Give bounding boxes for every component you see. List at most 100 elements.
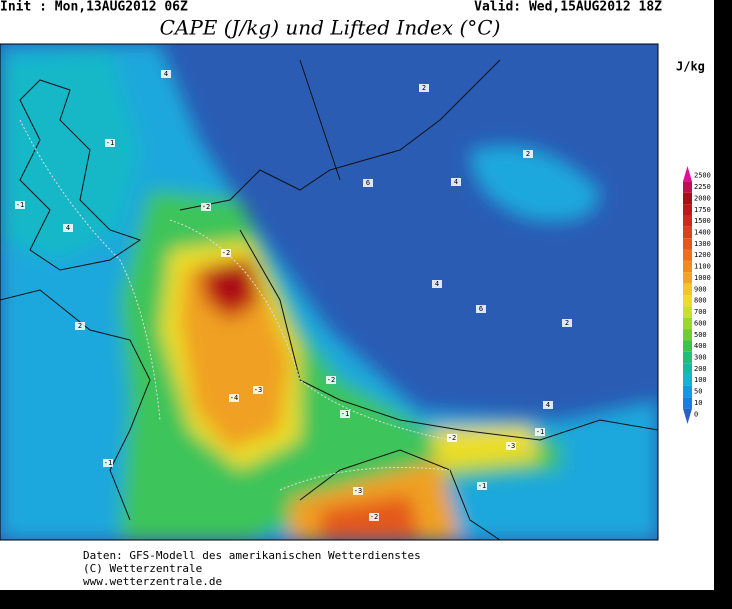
contour-label-box <box>543 401 553 409</box>
colorbar-cell <box>683 215 692 227</box>
contour-label-box <box>506 442 516 450</box>
contour-label-box <box>201 203 211 211</box>
colorbar-label: 700 <box>694 308 707 316</box>
contour-label-box <box>326 376 336 384</box>
contour-label-box <box>353 487 363 495</box>
contour-label: -4 <box>230 394 238 402</box>
colorbar-label: 1500 <box>694 217 711 225</box>
contour-label: -2 <box>222 249 230 257</box>
colorbar-label: 1750 <box>694 206 711 214</box>
contour-label: -1 <box>478 482 486 490</box>
contour-label-box <box>535 428 545 436</box>
colorbar-label: 200 <box>694 365 707 373</box>
contour-label: 2 <box>422 84 426 92</box>
contour-label-box <box>523 150 533 158</box>
contour-label: -2 <box>327 376 335 384</box>
colorbar: 2500225020001750150014001300120011001000… <box>683 166 711 424</box>
colorbar-label: 500 <box>694 331 707 339</box>
contour-label-box <box>476 305 486 313</box>
contour-label-box <box>103 459 113 467</box>
contour-label-box <box>340 410 350 418</box>
colorbar-label: 0 <box>694 410 698 418</box>
colorbar-cell <box>683 306 692 318</box>
contour-label-box <box>15 201 25 209</box>
map-frame <box>0 43 659 541</box>
contour-label-box <box>161 70 171 78</box>
lifted-index-contours <box>19 119 451 491</box>
colorbar-label: 10 <box>694 399 702 407</box>
colorbar-label: 2000 <box>694 194 711 202</box>
contour-label-box <box>363 179 373 187</box>
colorbar-cell <box>683 385 692 398</box>
colorbar-unit: J/kg <box>676 60 705 74</box>
contour-label: -1 <box>106 139 114 147</box>
colorbar-cell <box>683 226 692 239</box>
contour-label-box <box>432 280 442 288</box>
colorbar-cell <box>683 397 692 409</box>
colorbar-cell <box>683 408 692 424</box>
colorbar-cell <box>683 238 692 250</box>
contour-label: -3 <box>507 442 515 450</box>
contour-label: -3 <box>254 386 262 394</box>
contour-label-box <box>63 224 73 232</box>
contour-label: 6 <box>366 179 370 187</box>
colorbar-cell <box>683 374 692 386</box>
colorbar-label: 2250 <box>694 183 711 191</box>
footer-line: www.wetterzentrale.de <box>83 575 222 588</box>
colorbar-cell <box>683 295 692 307</box>
colorbar-cell <box>683 329 692 341</box>
contour-label: 2 <box>78 322 82 330</box>
contour-label: 4 <box>546 401 550 409</box>
valid-text: Valid: Wed,15AUG2012 18Z <box>474 0 662 15</box>
contour-label: 2 <box>565 319 569 327</box>
bottom-border <box>0 590 732 609</box>
colorbar-label: 1400 <box>694 229 711 237</box>
contour-label-box <box>447 434 457 442</box>
contour-label: 6 <box>479 305 483 313</box>
contour-label: 4 <box>164 70 168 78</box>
colorbar-cell <box>683 317 692 330</box>
footer: Daten: GFS-Modell des amerikanischen Wet… <box>83 549 421 588</box>
colorbar-label: 1300 <box>694 240 711 248</box>
colorbar-cell <box>683 283 692 295</box>
init-text: Init : Mon,13AUG2012 06Z <box>0 0 188 15</box>
colorbar-label: 800 <box>694 297 707 305</box>
contour-label-box <box>75 322 85 330</box>
contour-label: 4 <box>435 280 439 288</box>
contour-label-box <box>369 513 379 521</box>
footer-line: (C) Wetterzentrale <box>83 562 202 575</box>
contour-label: -1 <box>104 459 112 467</box>
contour-label: -1 <box>536 428 544 436</box>
colorbar-cell <box>683 166 692 182</box>
right-border <box>714 0 732 609</box>
colorbar-label: 1100 <box>694 263 711 271</box>
colorbar-cell <box>683 340 692 352</box>
contour-label-box <box>229 394 239 402</box>
contour-label-box <box>451 178 461 186</box>
colorbar-cell <box>683 181 692 193</box>
contour-label: -2 <box>370 513 378 521</box>
colorbar-label: 600 <box>694 319 707 327</box>
colorbar-cell <box>683 192 692 205</box>
colorbar-cell <box>683 272 692 284</box>
contour-label: 2 <box>526 150 530 158</box>
contour-label: -2 <box>448 434 456 442</box>
footer-line: Daten: GFS-Modell des amerikanischen Wet… <box>83 549 421 562</box>
colorbar-label: 900 <box>694 285 707 293</box>
colorbar-label: 100 <box>694 376 707 384</box>
contour-label-box <box>221 249 231 257</box>
colorbar-cell <box>683 260 692 273</box>
colorbar-label: 400 <box>694 342 707 350</box>
contour-label-box <box>419 84 429 92</box>
colorbar-label: 50 <box>694 388 702 396</box>
colorbar-label: 300 <box>694 354 707 362</box>
colorbar-label: 1200 <box>694 251 711 259</box>
contour-label-box <box>253 386 263 394</box>
colorbar-cell <box>683 363 692 375</box>
contour-label-box <box>562 319 572 327</box>
contour-labels: 4 -1 -1 -1 -2 -2 -4 -3 -2 -1 -2 -3 -1 -1 -2 -3 2 4 6 4 2 4 6 2 4… <box>15 70 572 521</box>
contour-label-box <box>105 139 115 147</box>
colorbar-cell <box>683 204 692 216</box>
contour-label-box <box>477 482 487 490</box>
